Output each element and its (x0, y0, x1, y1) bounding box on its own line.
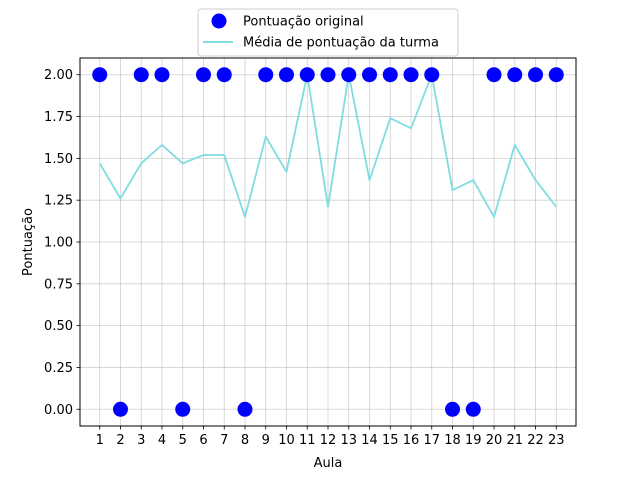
original-score-point (216, 67, 232, 83)
grid (80, 58, 576, 426)
original-score-point (465, 401, 481, 417)
x-tick-label: 1 (96, 433, 104, 448)
original-score-point (320, 67, 336, 83)
original-score-point (154, 67, 170, 83)
y-tick-label: 1.75 (44, 110, 73, 125)
x-tick-label: 15 (382, 433, 399, 448)
legend-label-original: Pontuação original (243, 15, 364, 30)
original-score-point (528, 67, 544, 83)
legend-box (197, 8, 459, 57)
original-score-point (258, 67, 274, 83)
y-tick-label: 1.50 (44, 152, 73, 167)
original-score-point (548, 67, 564, 83)
x-tick-label: 16 (403, 433, 420, 448)
x-tick-label: 9 (262, 433, 270, 448)
x-tick-label: 19 (465, 433, 482, 448)
original-points-layer (92, 67, 564, 417)
legend-label-average: Média de pontuação da turma (243, 36, 439, 51)
x-axis: 1 2 3 4 5 6 7 8 9 10 11 12 13 14 15 16 17 18 19 20 21 22 23 (96, 426, 565, 448)
original-score-point (133, 67, 149, 83)
original-score-point (445, 401, 461, 417)
original-score-point (299, 67, 315, 83)
x-tick-label: 4 (158, 433, 166, 448)
original-score-point (92, 67, 108, 83)
original-score-point (403, 67, 419, 83)
x-tick-label: 22 (527, 433, 544, 448)
x-tick-label: 8 (241, 433, 249, 448)
y-tick-label: 0.25 (44, 361, 73, 376)
x-tick-label: 10 (278, 433, 295, 448)
original-score-point (341, 67, 357, 83)
x-tick-label: 7 (220, 433, 228, 448)
x-tick-label: 6 (199, 433, 207, 448)
x-tick-label: 18 (444, 433, 461, 448)
y-tick-label: 2.00 (44, 68, 73, 83)
x-tick-label: 2 (116, 433, 124, 448)
y-axis-title: Pontuação (21, 208, 36, 276)
y-tick-label: 0.50 (44, 319, 73, 334)
x-tick-label: 21 (507, 433, 524, 448)
x-tick-label: 23 (548, 433, 565, 448)
original-score-point (237, 401, 253, 417)
y-tick-label: 0.00 (44, 403, 73, 418)
x-tick-label: 20 (486, 433, 503, 448)
original-score-point (362, 67, 378, 83)
original-score-point (382, 67, 398, 83)
legend-marker-original (211, 13, 227, 29)
x-tick-label: 5 (179, 433, 187, 448)
legend: Pontuação original Média de pontuação da… (197, 8, 459, 57)
original-score-point (486, 67, 502, 83)
original-score-point (112, 401, 128, 417)
y-tick-label: 1.25 (44, 194, 73, 209)
original-score-point (424, 67, 440, 83)
x-tick-label: 13 (340, 433, 357, 448)
y-axis: 0.00 0.25 0.50 0.75 1.00 1.25 1.50 1.75 2.00 (44, 68, 80, 418)
y-tick-label: 0.75 (44, 277, 73, 292)
original-score-point (507, 67, 523, 83)
average-series-line (98, 73, 557, 218)
x-tick-label: 3 (137, 433, 145, 448)
x-tick-label: 14 (361, 433, 378, 448)
average-line-layer (98, 73, 557, 218)
x-tick-label: 11 (299, 433, 316, 448)
original-score-point (278, 67, 294, 83)
original-score-point (175, 401, 191, 417)
x-tick-label: 12 (320, 433, 337, 448)
x-axis-title: Aula (314, 456, 343, 471)
y-tick-label: 1.00 (44, 236, 73, 251)
original-score-point (195, 67, 211, 83)
x-tick-label: 17 (423, 433, 440, 448)
